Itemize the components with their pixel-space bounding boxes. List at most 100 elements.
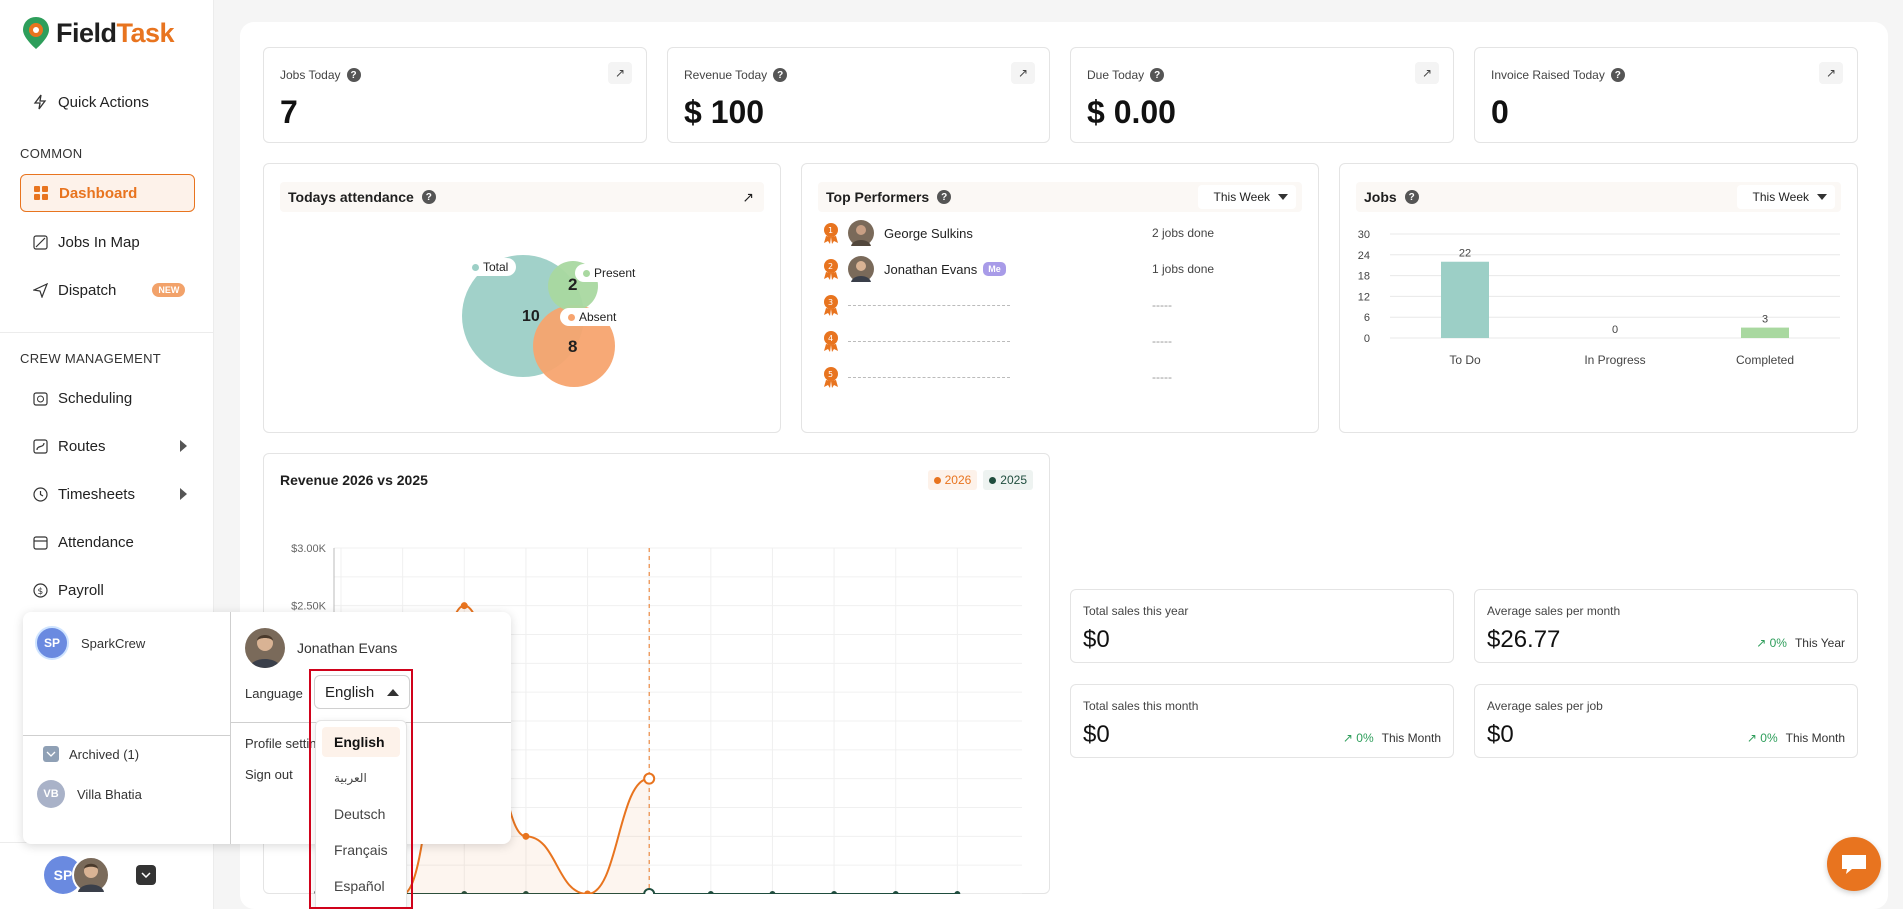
performer-jobs: 1 jobs done: [1152, 262, 1215, 276]
org-item-villa-bhatia[interactable]: VB Villa Bhatia: [37, 780, 142, 808]
point-2025: [461, 891, 468, 894]
period-select[interactable]: This Week: [1197, 185, 1296, 209]
sidebar-item-label: Timesheets: [58, 485, 135, 503]
chevron-down-button[interactable]: [136, 865, 156, 885]
archived-item[interactable]: Archived (1): [43, 746, 139, 762]
quick-actions-label: Quick Actions: [58, 93, 149, 111]
dashboard-icon: [33, 185, 49, 201]
bar-value-label: 3: [1762, 314, 1768, 326]
y-tick-label: 18: [1358, 271, 1370, 283]
help-icon[interactable]: ?: [346, 68, 361, 82]
org-item-sparkcrew[interactable]: SP SparkCrew: [35, 626, 145, 660]
jobs-bar-chart: 30 24 18 12 6 0 22 To Do 0 In Progress 3 Completed: [1358, 229, 1840, 367]
card-delta: ↗ 0% This Month: [1342, 731, 1441, 745]
help-icon[interactable]: ?: [421, 190, 436, 204]
language-option-english[interactable]: English: [322, 727, 400, 757]
attendance-venn-chart: [462, 255, 615, 387]
svg-text:5: 5: [828, 370, 833, 379]
sidebar-item-payroll[interactable]: $ Payroll: [20, 571, 195, 609]
card-title: Jobs: [1364, 189, 1397, 205]
caret-down-icon: [1278, 194, 1288, 200]
sidebar-item-dispatch[interactable]: Dispatch NEW: [20, 271, 195, 309]
user-name: Villa Bhatia: [77, 786, 142, 802]
x-tick-label: To Do: [1449, 353, 1481, 367]
avatar: [245, 628, 285, 668]
y-tick-label: $3.00K: [291, 543, 327, 555]
medal-icon: 4: [822, 330, 840, 352]
y-tick-label: 24: [1358, 250, 1370, 262]
placeholder-jobs: -----: [1152, 298, 1172, 312]
quick-actions-item[interactable]: Quick Actions: [20, 83, 195, 121]
sidebar-item-label: Payroll: [58, 581, 104, 599]
language-option-arabic[interactable]: العربية: [334, 771, 367, 785]
legend-2025[interactable]: 2025: [983, 470, 1033, 490]
popup-divider: [230, 612, 231, 844]
bar-value-label: 0: [1612, 324, 1618, 336]
external-link-icon[interactable]: ↗: [1415, 62, 1439, 84]
trend-up-icon: ↗ 0%: [1746, 731, 1778, 745]
help-icon[interactable]: ?: [773, 68, 788, 82]
y-tick-label: $2.50K: [291, 601, 327, 613]
performer-name: George Sulkins: [884, 225, 973, 241]
point-2026: [522, 832, 530, 840]
org-avatar: SP: [35, 626, 69, 660]
popup-divider: [23, 735, 231, 736]
language-option-german[interactable]: Deutsch: [334, 806, 386, 822]
stat-title: Invoice Raised Today?: [1491, 68, 1625, 82]
help-icon[interactable]: ?: [1610, 68, 1625, 82]
total-sales-month-card: Total sales this month $0 ↗ 0% This Month: [1070, 684, 1454, 758]
language-option-spanish[interactable]: Español: [334, 878, 385, 894]
help-icon[interactable]: ?: [937, 190, 952, 204]
sidebar-item-routes[interactable]: Routes: [20, 427, 195, 465]
y-tick-label: 12: [1358, 291, 1370, 303]
stat-value: 0: [1491, 94, 1509, 130]
card-header: Jobs ? This Week: [1356, 182, 1841, 212]
average-sales-month-card: Average sales per month $26.77 ↗ 0% This …: [1474, 589, 1858, 663]
stat-card-invoice-raised-today: Invoice Raised Today? 0 ↗: [1474, 47, 1858, 143]
bar: [1441, 261, 1489, 338]
performer-row: 1 George Sulkins 2 jobs done: [822, 218, 1302, 248]
card-title: Average sales per job: [1487, 699, 1603, 713]
svg-text:1: 1: [828, 226, 833, 235]
current-user-name: Jonathan Evans: [297, 640, 398, 656]
caret-up-icon: [387, 689, 399, 696]
y-tick-label: 30: [1358, 229, 1370, 241]
sidebar-item-label: Dispatch: [58, 281, 117, 299]
app-logo[interactable]: FieldTask: [22, 16, 175, 50]
sidebar-item-jobs-in-map[interactable]: Jobs In Map: [20, 223, 195, 261]
help-icon[interactable]: ?: [1150, 68, 1165, 82]
dollar-icon: $: [32, 582, 48, 598]
send-icon: [32, 282, 48, 298]
caret-down-icon: [1817, 194, 1827, 200]
help-icon[interactable]: ?: [1404, 190, 1419, 204]
clock-icon: [32, 486, 48, 502]
external-link-icon[interactable]: ↗: [1011, 62, 1035, 84]
sign-out-link[interactable]: Sign out: [245, 767, 293, 782]
point-2025: [769, 891, 776, 894]
sidebar-item-scheduling[interactable]: Scheduling: [20, 379, 195, 417]
external-link-icon[interactable]: ↗: [608, 62, 632, 84]
total-label: Total: [464, 258, 517, 276]
svg-text:4: 4: [828, 334, 833, 343]
user-switcher[interactable]: SP: [44, 856, 156, 894]
point-2025: [954, 891, 961, 894]
legend-2026[interactable]: 2026: [927, 470, 978, 490]
absent-label: Absent: [560, 308, 625, 326]
external-link-icon[interactable]: ↗: [1819, 62, 1843, 84]
avatar: [848, 256, 874, 282]
sidebar-item-timesheets[interactable]: Timesheets: [20, 475, 195, 513]
profile-settings-link[interactable]: Profile settings: [245, 736, 331, 751]
point-2026: [643, 772, 656, 785]
period-select[interactable]: This Week: [1736, 185, 1835, 209]
language-option-french[interactable]: Français: [334, 842, 388, 858]
external-link-icon[interactable]: ↗: [742, 188, 754, 205]
point-2025: [522, 891, 529, 894]
language-select[interactable]: English: [314, 675, 410, 709]
nav-divider: [0, 332, 214, 333]
sidebar-item-dashboard[interactable]: Dashboard: [20, 174, 195, 212]
lightning-icon: [32, 94, 48, 110]
user-menu-popup: SP SparkCrew Archived (1) VB Villa Bhati…: [23, 612, 511, 844]
chat-button[interactable]: [1827, 837, 1881, 891]
medal-icon: 1: [822, 222, 840, 244]
sidebar-item-attendance[interactable]: Attendance: [20, 523, 195, 561]
